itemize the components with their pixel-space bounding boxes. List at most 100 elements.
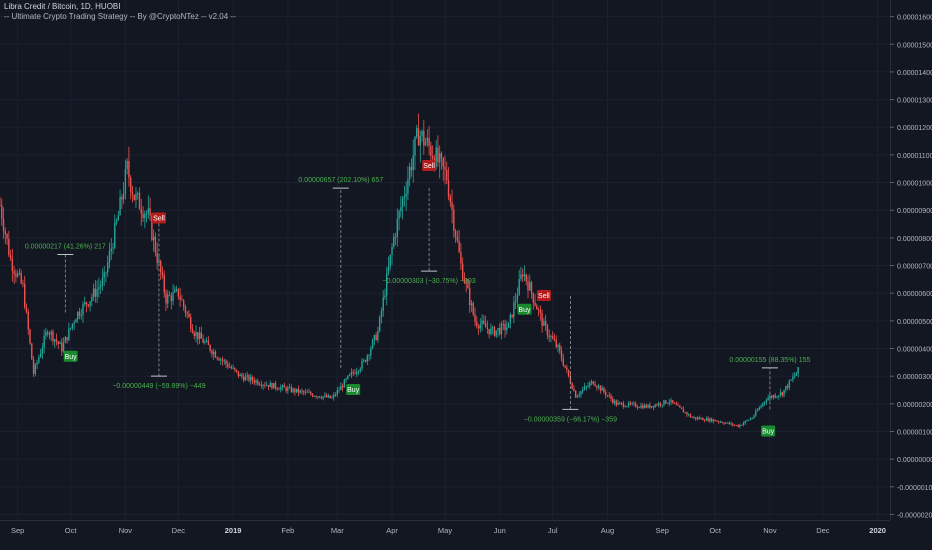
candle-body (493, 327, 496, 336)
candle-body (276, 388, 278, 390)
candle-body (654, 404, 656, 408)
candle-body (361, 361, 363, 369)
candle-body (378, 316, 381, 332)
candle-body (401, 198, 404, 208)
candle-body (449, 196, 451, 203)
candle-body (80, 314, 82, 316)
candle-body (251, 376, 254, 381)
candle-body (550, 336, 552, 338)
candle-body (87, 304, 89, 307)
measure-label: 0.00000657 (202.10%) 657 (298, 177, 383, 184)
candle-body (578, 394, 580, 396)
buy-signal[interactable]: Buy (761, 425, 776, 437)
candle-body (534, 302, 536, 306)
candle-body (765, 400, 768, 402)
candle-body (24, 283, 26, 308)
candle-body (269, 383, 271, 388)
candle-body (253, 380, 255, 383)
candle-body (744, 420, 746, 424)
candle-body (670, 400, 672, 403)
candle-body (154, 236, 157, 253)
time-tick-label: Oct (65, 526, 78, 535)
candle-body (288, 387, 291, 388)
time-tick-label: Nov (763, 526, 777, 535)
candle-body (665, 400, 667, 404)
candle-body (8, 238, 10, 256)
sell-signal[interactable]: Sell (151, 212, 166, 224)
buy-signal[interactable]: Buy (63, 350, 78, 362)
candle-body (124, 168, 127, 194)
candle-body (265, 385, 268, 386)
signal-label: Sell (538, 293, 550, 300)
candle-body (198, 332, 201, 339)
candle-body (377, 331, 379, 340)
candle-body (617, 402, 619, 405)
candle-body (13, 270, 15, 274)
candle-body (477, 325, 480, 329)
sell-signal[interactable]: Sell (422, 159, 437, 171)
candle-body (603, 387, 605, 393)
candle-body (562, 358, 565, 366)
candle-body (470, 303, 473, 306)
candle-body (484, 323, 487, 328)
candle-body (698, 417, 700, 419)
candle-body (4, 231, 6, 234)
candle-body (797, 367, 799, 374)
annotations: 0.00000217 (41.26%) 217 −0.00000449 (−59.… (25, 177, 811, 423)
candle-body (444, 166, 446, 170)
candle-body (122, 193, 125, 200)
candle-body (624, 406, 626, 408)
price-tick-label: 0.00000900 (897, 208, 932, 215)
candle-body (506, 327, 508, 331)
candle-body (467, 283, 469, 289)
candle-body (673, 402, 676, 404)
candle-body (16, 273, 19, 277)
candle-body (652, 406, 655, 408)
candle-body (778, 395, 780, 397)
time-tick-label: Sep (656, 526, 669, 535)
buy-signal[interactable]: Buy (346, 384, 361, 395)
candle-body (424, 142, 427, 146)
candle-body (520, 274, 522, 280)
candle-body (357, 371, 360, 372)
candle-body (27, 311, 29, 330)
candle-body (627, 402, 630, 406)
candle-body (112, 247, 114, 249)
candle-body (306, 391, 308, 393)
candle-body (184, 306, 187, 313)
signal-badge (63, 350, 78, 362)
candle-body (615, 400, 617, 405)
candle-body (689, 414, 692, 418)
buy-signal[interactable]: Buy (517, 303, 532, 315)
candle-body (241, 374, 243, 377)
candle-body (147, 208, 150, 214)
candle-body (55, 339, 58, 342)
time-axis: Sep Oct Nov Dec 2019 Feb Mar Apr May Jun Jul Aug Sep… (11, 526, 886, 535)
candle-body (364, 360, 367, 362)
candle-body (244, 376, 247, 381)
candle-body (156, 252, 158, 263)
candle-body (303, 391, 305, 393)
candle-body (2, 218, 5, 232)
time-tick-label: Aug (601, 526, 614, 535)
candle-body (193, 332, 195, 337)
candle-body (1, 204, 3, 219)
candle-body (191, 328, 194, 333)
candle-body (75, 319, 77, 323)
candle-body (659, 403, 662, 406)
signal-label: Buy (65, 354, 78, 361)
candle-body (746, 420, 748, 422)
candle-body (267, 385, 270, 388)
candle-body (417, 128, 420, 146)
candle-body (190, 317, 192, 329)
candle-body (391, 246, 393, 255)
sell-signal[interactable]: Sell (536, 289, 551, 301)
candle-body (281, 385, 284, 388)
candle-body (114, 222, 116, 248)
price-tick-label: 0.00001000 (897, 181, 932, 188)
candle-body (366, 355, 369, 362)
candle-body (151, 215, 153, 240)
candle-body (39, 353, 42, 358)
candle-body (567, 369, 570, 377)
